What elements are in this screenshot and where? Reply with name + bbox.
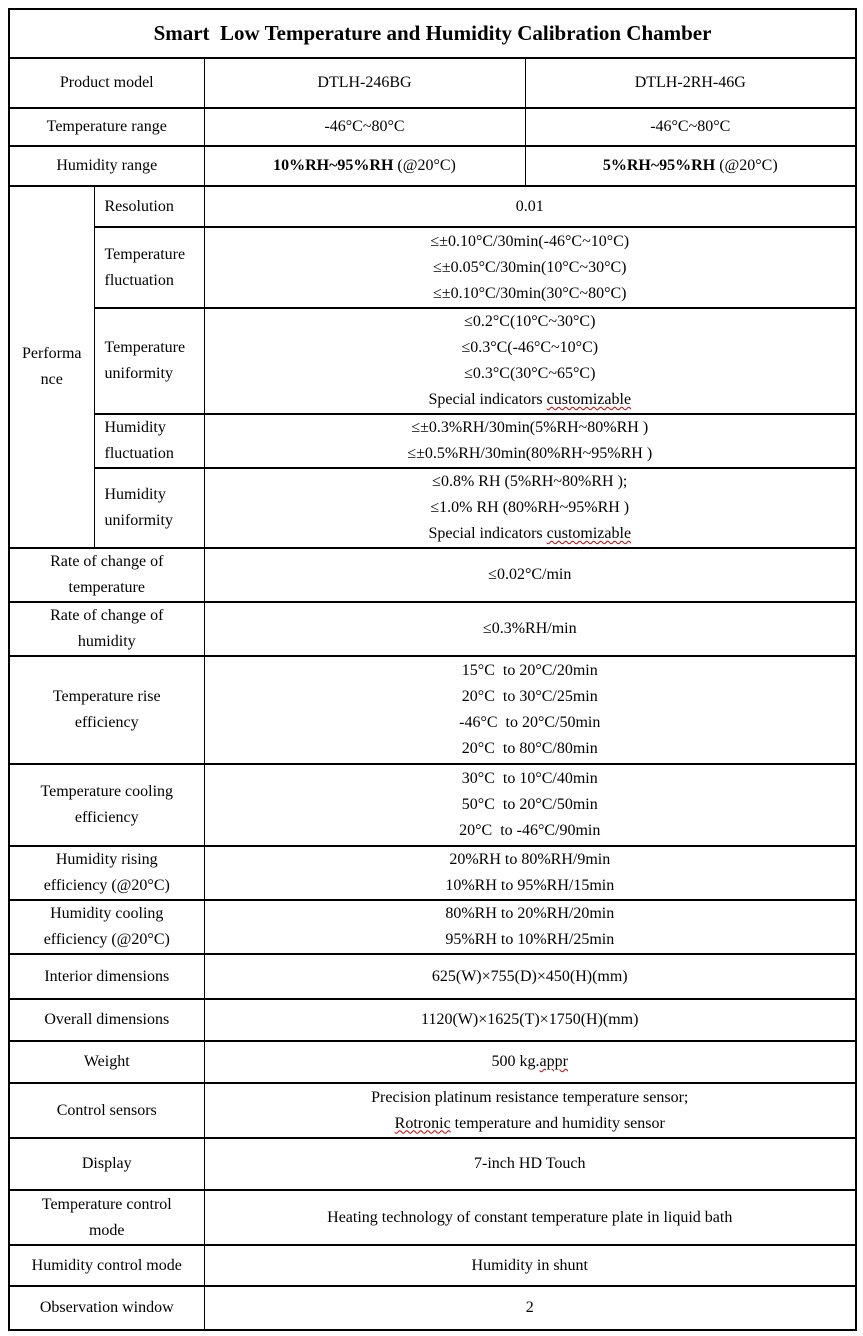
- rate-of-change-of-humidity-value: ≤0.3%RH/min: [203, 601, 857, 657]
- temperature-fluctuation-value: ≤±0.10°C/30min(-46°C~10°C) ≤±0.05°C/30mi…: [203, 226, 857, 309]
- humidity-uniformity-value: ≤0.8% RH (5%RH~80%RH ); ≤1.0% RH (80%RH~…: [203, 467, 857, 549]
- humidity-fluctuation-value: ≤±0.3%RH/30min(5%RH~80%RH ) ≤±0.5%RH/30m…: [203, 413, 857, 469]
- row-label-display: Display: [8, 1137, 205, 1191]
- row-label-humidity-control-mode: Humidity control mode: [8, 1244, 205, 1287]
- row-label-performance: Performa nce: [8, 185, 95, 549]
- product-model-value-1: DTLH-246BG: [203, 57, 526, 109]
- page-title: Smart Low Temperature and Humidity Calib…: [8, 8, 857, 59]
- row-label-temperature-range: Temperature range: [8, 107, 205, 147]
- row-label-temperature-cooling-efficiency: Temperature cooling efficiency: [8, 763, 205, 847]
- display-value: 7-inch HD Touch: [203, 1137, 857, 1191]
- temperature-control-mode-value: Heating technology of constant temperatu…: [203, 1189, 857, 1246]
- row-label-resolution: Resolution: [93, 185, 205, 228]
- spec-table: Smart Low Temperature and Humidity Calib…: [8, 8, 858, 1331]
- product-model-value-2: DTLH-2RH-46G: [524, 57, 857, 109]
- row-label-overall-dimensions: Overall dimensions: [8, 998, 205, 1042]
- row-label-humidity-rising-efficiency: Humidity rising efficiency (@20°C): [8, 845, 205, 901]
- misspelled-word: appr: [539, 1053, 568, 1070]
- humidity-range-value-1: 10%RH~95%RH (@20°C): [203, 145, 526, 187]
- row-label-humidity-fluctuation: Humidity fluctuation: [93, 413, 205, 469]
- row-label-humidity-range: Humidity range: [8, 145, 205, 187]
- row-label-control-sensors: Control sensors: [8, 1082, 205, 1139]
- humidity-range-value-1-rest: (@20°C): [393, 157, 456, 174]
- humidity-cooling-efficiency-value: 80%RH to 20%RH/20min 95%RH to 10%RH/25mi…: [203, 899, 857, 955]
- humidity-range-value-2: 5%RH~95%RH (@20°C): [524, 145, 857, 187]
- temperature-range-value-2: -46°C~80°C: [524, 107, 857, 147]
- row-label-rate-of-change-of-temperature: Rate of change of temperature: [8, 547, 205, 603]
- row-label-interior-dimensions: Interior dimensions: [8, 953, 205, 1000]
- temperature-range-value-1: -46°C~80°C: [203, 107, 526, 147]
- row-label-humidity-uniformity: Humidity uniformity: [93, 467, 205, 549]
- row-label-rate-of-change-of-humidity: Rate of change of humidity: [8, 601, 205, 657]
- row-label-temperature-control-mode: Temperature control mode: [8, 1189, 205, 1246]
- rate-of-change-of-temperature-value: ≤0.02°C/min: [203, 547, 857, 603]
- row-label-observation-window: Observation window: [8, 1285, 205, 1331]
- misspelled-word: Rotronic: [394, 1114, 451, 1132]
- row-label-temperature-fluctuation: Temperature fluctuation: [93, 226, 205, 309]
- observation-window-value: 2: [203, 1285, 857, 1331]
- resolution-value: 0.01: [203, 185, 857, 228]
- humidity-range-value-2-rest: (@20°C): [715, 157, 778, 174]
- misspelled-word: customizable: [546, 525, 632, 542]
- humidity-rising-efficiency-value: 20%RH to 80%RH/9min 10%RH to 95%RH/15min: [203, 845, 857, 901]
- weight-value: 500 kg.appr: [203, 1040, 857, 1084]
- temperature-uniformity-value: ≤0.2°C(10°C~30°C) ≤0.3°C(-46°C~10°C) ≤0.…: [203, 307, 857, 415]
- humidity-control-mode-value: Humidity in shunt: [203, 1244, 857, 1287]
- row-label-weight: Weight: [8, 1040, 205, 1084]
- temperature-cooling-efficiency-value: 30°C to 10°C/40min 50°C to 20°C/50min 20…: [203, 763, 857, 847]
- row-label-temperature-uniformity: Temperature uniformity: [93, 307, 205, 415]
- row-label-temperature-rise-efficiency: Temperature rise efficiency: [8, 655, 205, 765]
- interior-dimensions-value: 625(W)×755(D)×450(H)(mm): [203, 953, 857, 1000]
- temperature-rise-efficiency-value: 15°C to 20°C/20min 20°C to 30°C/25min -4…: [203, 655, 857, 765]
- misspelled-word: customizable: [546, 391, 632, 408]
- row-label-product-model: Product model: [8, 57, 205, 109]
- row-label-humidity-cooling-efficiency: Humidity cooling efficiency (@20°C): [8, 899, 205, 955]
- overall-dimensions-value: 1120(W)×1625(T)×1750(H)(mm): [203, 998, 857, 1042]
- humidity-range-value-1-bold: 10%RH~95%RH: [273, 157, 394, 174]
- humidity-range-value-2-bold: 5%RH~95%RH: [602, 157, 716, 174]
- control-sensors-value: Precision platinum resistance temperatur…: [203, 1082, 857, 1139]
